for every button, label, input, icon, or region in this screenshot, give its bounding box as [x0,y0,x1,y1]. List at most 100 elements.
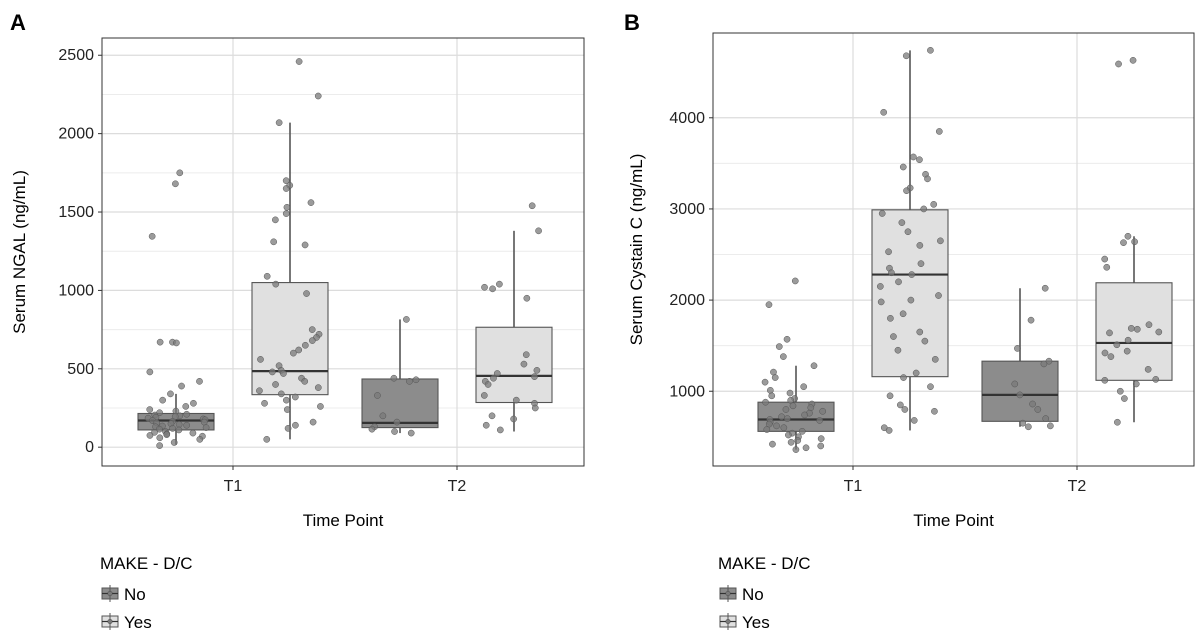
data-point [368,425,376,433]
data-point [175,426,183,434]
data-point [156,425,163,433]
data-point [283,203,291,211]
data-point [301,377,309,385]
data-point [935,292,942,299]
y-tick-label: 2000 [58,126,94,143]
data-point [183,410,191,418]
data-point [156,442,163,449]
data-point [301,241,309,249]
data-point [912,369,920,377]
y-axis-title: Serum Cystain C (ng/mL) [627,154,646,346]
data-point [391,428,398,435]
legend-label: No [742,585,764,604]
data-point [935,128,943,135]
data-point [916,156,923,164]
data-point [800,383,808,391]
data-point [256,387,263,395]
data-point [290,349,297,357]
data-point [885,248,892,256]
legend-key-point [725,618,731,625]
data-point [1101,349,1109,357]
data-point [927,383,934,391]
data-point [535,227,542,235]
legend-entry-no: No [719,585,764,604]
data-point [189,429,197,437]
data-point [802,444,810,452]
data-point [151,428,158,436]
data-point [1106,329,1113,337]
data-point [1101,376,1109,384]
data-point [801,411,808,419]
data-point [902,52,910,60]
y-tick-label: 1500 [58,204,94,221]
data-point [783,415,791,422]
data-point [284,425,292,432]
data-point [775,343,783,350]
data-point [791,277,799,285]
legend: MAKE - D/C No Yes [718,554,811,632]
data-point [798,428,806,435]
data-point [1155,328,1163,336]
data-point [1129,56,1137,64]
data-point [807,404,815,412]
data-point [783,335,791,343]
box-no-t2 [981,284,1059,431]
data-point [794,437,802,444]
data-point [886,392,894,400]
data-point [510,415,517,423]
legend-key-point [107,590,113,597]
data-point [898,219,906,226]
data-point [877,298,885,306]
data-point [920,205,928,213]
box-no-t1 [137,169,215,449]
data-point [910,417,918,424]
data-point [308,326,316,333]
data-point [916,242,924,249]
data-point [921,337,929,345]
data-point [480,392,488,399]
legend-title: MAKE - D/C [100,554,193,573]
data-point [1145,321,1153,329]
data-point [272,216,279,224]
data-point [1121,395,1128,402]
data-point [159,396,166,404]
data-point [314,384,322,391]
data-point [876,283,884,290]
data-point [295,58,303,65]
data-point [780,353,787,360]
data-point [167,390,174,398]
box-no-t1 [757,277,835,453]
data-point [767,386,774,394]
data-point [1016,391,1024,399]
data-point [528,202,536,210]
data-point [308,337,316,344]
x-axis-title: Time Point [913,511,994,530]
legend-entry-yes: Yes [101,613,152,632]
data-point [924,175,931,183]
data-point [283,406,291,413]
data-point [780,424,788,432]
data-point [785,431,792,439]
data-point [412,376,420,384]
data-point [899,310,907,318]
data-point [1124,232,1132,240]
panel-label: A [10,10,26,35]
data-point [782,406,790,413]
data-point [531,404,539,412]
data-point [931,407,938,415]
box-yes-t2 [475,202,553,434]
y-tick-label: 2500 [58,47,94,64]
data-point [765,301,773,309]
y-tick-label: 0 [85,439,94,456]
data-point [275,119,283,127]
plot-area [713,33,1194,466]
data-point [1114,418,1121,426]
data-point [931,355,939,363]
data-point [202,424,210,431]
data-point [768,392,776,400]
data-point [773,422,780,430]
data-point [146,368,154,376]
data-point [1123,347,1131,355]
data-point [307,199,315,206]
data-point [1025,423,1032,431]
